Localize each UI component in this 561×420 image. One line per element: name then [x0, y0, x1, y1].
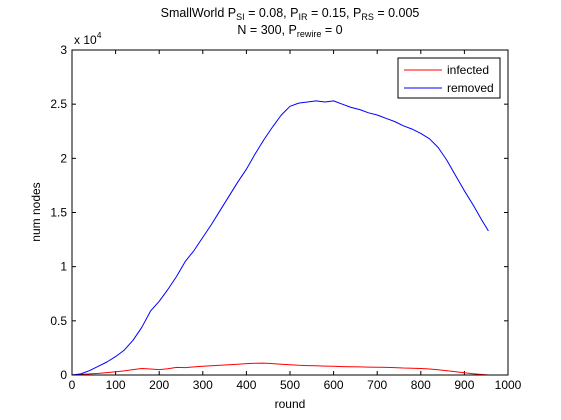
x-tick-label: 0 [69, 378, 76, 392]
y-axis-multiplier: x 104 [74, 30, 102, 47]
x-tick-label: 500 [280, 378, 300, 392]
y-tick-label: 0 [60, 368, 67, 382]
y-tick-label: 0.5 [50, 314, 67, 328]
x-tick-label: 300 [193, 378, 213, 392]
series-line-infected [71, 362, 489, 376]
series-line-removed [71, 100, 489, 376]
x-tick-label: 1000 [495, 378, 522, 392]
chart-title-line-1: SmallWorld PSI = 0.08, PIR = 0.15, PRS =… [161, 6, 420, 22]
x-tick-label: 900 [454, 378, 474, 392]
x-tick-label: 600 [324, 378, 344, 392]
plot-area-border [71, 49, 509, 376]
y-tick-label: 2.5 [50, 97, 67, 111]
chart-title-line-2: N = 300, Prewire = 0 [237, 23, 342, 39]
axis-ticks: 0 100 200 300 400 500 600 700 800 900 1000 0 0.5 1 1.5… [50, 43, 521, 392]
x-tick-label: 700 [367, 378, 387, 392]
y-tick-label: 2 [60, 151, 67, 165]
y-tick-label: 3 [60, 43, 67, 57]
plot-lines [71, 100, 489, 376]
x-axis-label: round [275, 397, 306, 411]
legend: infected removed [397, 57, 501, 99]
x-tick-label: 100 [106, 378, 126, 392]
x-tick-label: 800 [411, 378, 431, 392]
legend-label-infected: infected [447, 63, 489, 77]
legend-label-removed: removed [447, 81, 494, 95]
y-axis-label: num nodes [29, 182, 43, 241]
y-tick-label: 1.5 [50, 206, 67, 220]
x-tick-label: 400 [236, 378, 256, 392]
y-tick-label: 1 [60, 260, 67, 274]
legend-box [397, 57, 501, 99]
x-tick-label: 200 [149, 378, 169, 392]
